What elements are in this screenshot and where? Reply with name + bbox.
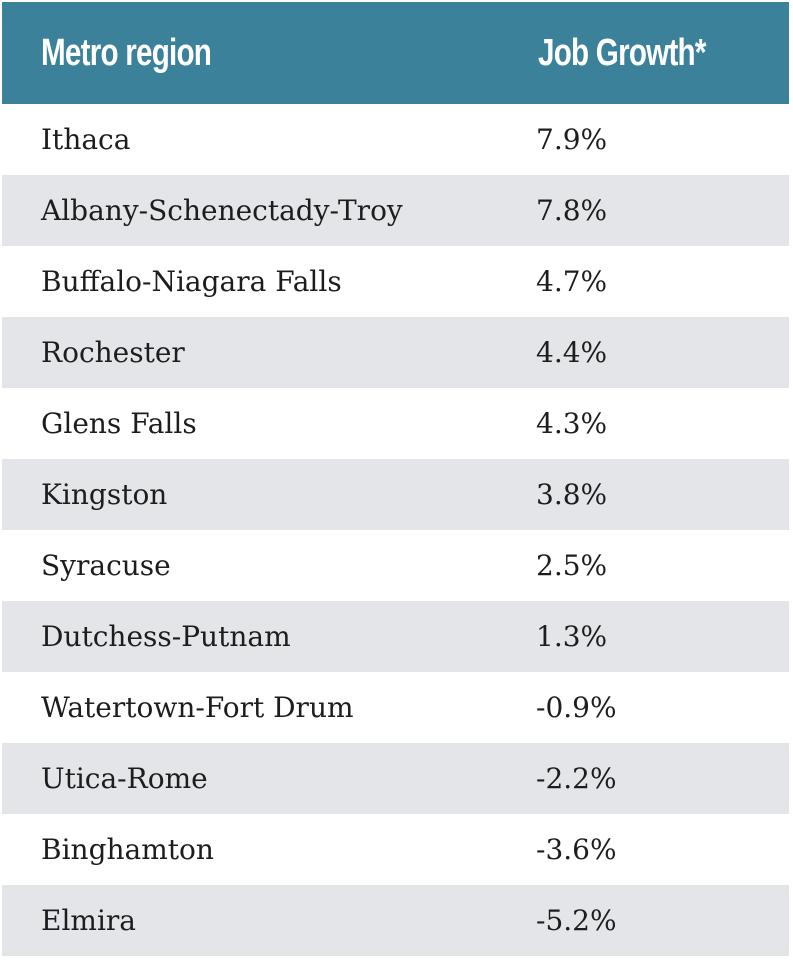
table-row: Syracuse 2.5% [2,530,789,601]
job-growth-cell: 4.3% [536,407,608,440]
column-header-job-growth: Job Growth* [538,31,706,74]
table-row: Ithaca 7.9% [2,104,789,175]
metro-region-cell: Ithaca [41,123,131,156]
table-row: Albany-Schenectady-Troy 7.8% [2,175,789,246]
job-growth-cell: -3.6% [536,833,617,866]
job-growth-cell: 1.3% [536,620,608,653]
table-row: Kingston 3.8% [2,459,789,530]
table-row: Elmira -5.2% [2,885,789,956]
metro-region-cell: Rochester [41,336,185,369]
metro-region-cell: Watertown-Fort Drum [41,691,354,724]
job-growth-cell: -0.9% [536,691,617,724]
job-growth-cell: 4.4% [536,336,608,369]
table-header: Metro region Job Growth* [2,2,789,104]
job-growth-cell: 4.7% [536,265,608,298]
metro-region-cell: Dutchess-Putnam [41,620,291,653]
metro-region-cell: Glens Falls [41,407,197,440]
job-growth-cell: 7.9% [536,123,608,156]
job-growth-cell: -5.2% [536,904,617,937]
table-row: Binghamton -3.6% [2,814,789,885]
metro-region-cell: Elmira [41,904,136,937]
table-body: Ithaca 7.9% Albany-Schenectady-Troy 7.8% Buf… [2,104,789,956]
metro-region-cell: Kingston [41,478,168,511]
table-row: Buffalo-Niagara Falls 4.7% [2,246,789,317]
table-row: Rochester 4.4% [2,317,789,388]
metro-region-cell: Utica-Rome [41,762,208,795]
metro-region-cell: Syracuse [41,549,171,582]
table-row: Dutchess-Putnam 1.3% [2,601,789,672]
metro-region-cell: Buffalo-Niagara Falls [41,265,342,298]
table-row: Glens Falls 4.3% [2,388,789,459]
job-growth-cell: -2.2% [536,762,617,795]
job-growth-cell: 7.8% [536,194,608,227]
column-header-metro-region: Metro region [41,31,212,74]
table-row: Watertown-Fort Drum -0.9% [2,672,789,743]
metro-region-cell: Binghamton [41,833,214,866]
job-growth-cell: 2.5% [536,549,608,582]
table-row: Utica-Rome -2.2% [2,743,789,814]
metro-region-cell: Albany-Schenectady-Troy [41,194,403,227]
job-growth-cell: 3.8% [536,478,608,511]
